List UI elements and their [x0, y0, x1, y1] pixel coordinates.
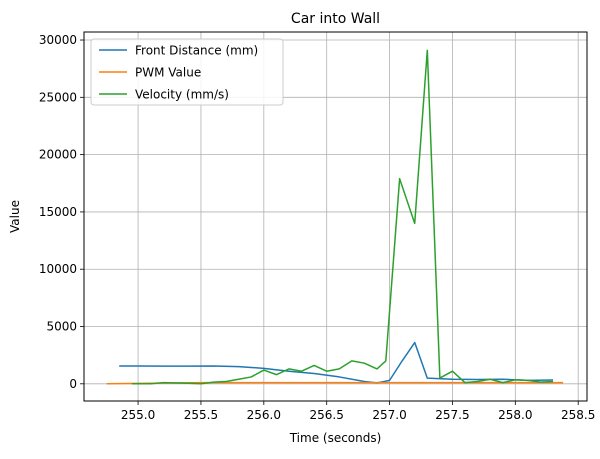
y-axis-ticks: 0 5000 10000 15000 20000 25000 30000: [39, 33, 84, 391]
x-tick-label: 256.0: [247, 408, 281, 422]
series-line-2: [131, 49, 554, 385]
series-lines: [106, 49, 564, 385]
legend-label: Velocity (mm/s): [135, 88, 229, 102]
legend-label: Front Distance (mm): [135, 44, 258, 58]
y-axis-label: Value: [8, 200, 22, 233]
x-tick-label: 258.0: [498, 408, 532, 422]
chart-title: Car into Wall: [291, 11, 380, 27]
legend: Front Distance (mm) PWM Value Velocity (mm…: [90, 38, 284, 106]
grid-lines: [84, 32, 587, 401]
x-axis-ticks: 255.0 255.5 256.0 256.5 257.0 257.5 258.0 258.5: [121, 401, 595, 422]
y-tick-label: 5000: [46, 320, 77, 334]
y-tick-label: 15000: [39, 205, 77, 219]
x-tick-label: 255.0: [121, 408, 155, 422]
x-tick-label: 256.5: [310, 408, 344, 422]
y-tick-label: 0: [69, 377, 77, 391]
x-tick-label: 255.5: [184, 408, 218, 422]
x-tick-label: 257.5: [435, 408, 469, 422]
legend-label: PWM Value: [135, 66, 201, 80]
y-tick-label: 25000: [39, 90, 77, 104]
x-axis-label: Time (seconds): [289, 431, 382, 445]
plot-area-frame: [83, 31, 588, 402]
x-tick-label: 258.5: [561, 408, 595, 422]
x-tick-label: 257.0: [372, 408, 406, 422]
y-tick-label: 20000: [39, 148, 77, 162]
legend-box: [90, 38, 284, 106]
series-line-0: [119, 341, 554, 384]
y-tick-label: 30000: [39, 33, 77, 47]
y-tick-label: 10000: [39, 262, 77, 276]
